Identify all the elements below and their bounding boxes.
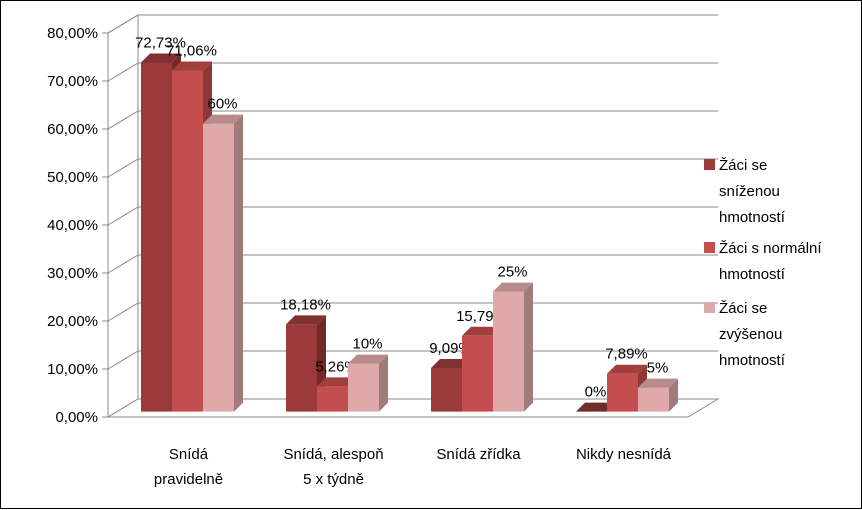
data-label: 9,09% <box>429 340 472 357</box>
gridline <box>107 158 718 178</box>
y-tick-label: 70,00% <box>47 73 98 90</box>
legend-label: Žáci se <box>719 157 767 174</box>
bar-side <box>234 114 243 412</box>
bar-top <box>607 364 647 374</box>
bar-front <box>607 373 638 412</box>
bar-front <box>493 291 524 412</box>
legend-label: hmotností <box>719 352 786 369</box>
category-label: 5 x týdně <box>303 471 364 488</box>
y-tick-label: 40,00% <box>47 217 98 234</box>
bar-front <box>462 335 493 412</box>
legend-label: sníženou <box>719 183 780 200</box>
bar-top <box>286 315 326 325</box>
bar-front <box>286 324 317 412</box>
legend-label: hmotností <box>719 209 786 226</box>
legend-swatch <box>704 159 715 170</box>
data-label: 0% <box>585 384 607 401</box>
y-tick-label: 10,00% <box>47 361 98 378</box>
bar-front <box>317 386 348 412</box>
gridline <box>107 62 718 82</box>
data-label: 18,18% <box>280 296 331 313</box>
data-label: 5% <box>647 360 669 377</box>
bar-top <box>141 53 181 63</box>
category-label: Snídá <box>169 446 209 463</box>
bar-front <box>348 363 379 412</box>
bar-side <box>379 354 388 412</box>
bar-top <box>348 354 388 364</box>
bar-top <box>493 282 533 292</box>
data-label: 72,73% <box>135 34 186 51</box>
bar-top <box>431 358 471 368</box>
legend-label: Žáci s normální <box>719 240 822 257</box>
bar-front <box>431 367 462 412</box>
bar-top <box>172 61 212 71</box>
y-tick-label: 80,00% <box>47 25 98 42</box>
y-tick-label: 0,00% <box>55 409 98 426</box>
y-tick-label: 60,00% <box>47 121 98 138</box>
legend-label: hmotností <box>719 266 786 283</box>
legend-swatch <box>704 242 715 253</box>
legend-swatch <box>704 302 715 313</box>
legend-label: Žáci se <box>719 300 767 317</box>
bar-top <box>462 326 502 336</box>
data-label: 25% <box>497 264 527 281</box>
data-label: 5,26% <box>315 358 358 375</box>
category-label: Snídá, alespoň <box>283 446 383 463</box>
category-label: Nikdy nesnídá <box>576 446 672 463</box>
y-tick-label: 30,00% <box>47 265 98 282</box>
bar-side <box>524 282 533 412</box>
bar-front <box>203 123 234 412</box>
data-label: 7,89% <box>605 346 648 363</box>
category-label: Snídá zřídka <box>436 446 521 463</box>
bar-front <box>141 62 172 412</box>
bar-top <box>638 378 678 388</box>
gridline <box>107 206 718 226</box>
category-label: pravidelně <box>154 471 223 488</box>
y-tick-label: 50,00% <box>47 169 98 186</box>
y-tick-label: 20,00% <box>47 313 98 330</box>
gridline <box>107 254 718 274</box>
bar-top <box>576 402 616 412</box>
bar-front <box>172 70 203 412</box>
gridline <box>107 110 718 130</box>
data-label: 71,06% <box>166 43 217 60</box>
data-label: 10% <box>352 336 382 353</box>
bar-side <box>669 378 678 412</box>
bar-top <box>203 114 243 124</box>
data-label: 60% <box>207 96 237 113</box>
bar-top <box>317 377 357 387</box>
legend-label: zvýšenou <box>719 326 782 343</box>
gridline <box>107 14 718 34</box>
bar-front <box>638 387 669 412</box>
